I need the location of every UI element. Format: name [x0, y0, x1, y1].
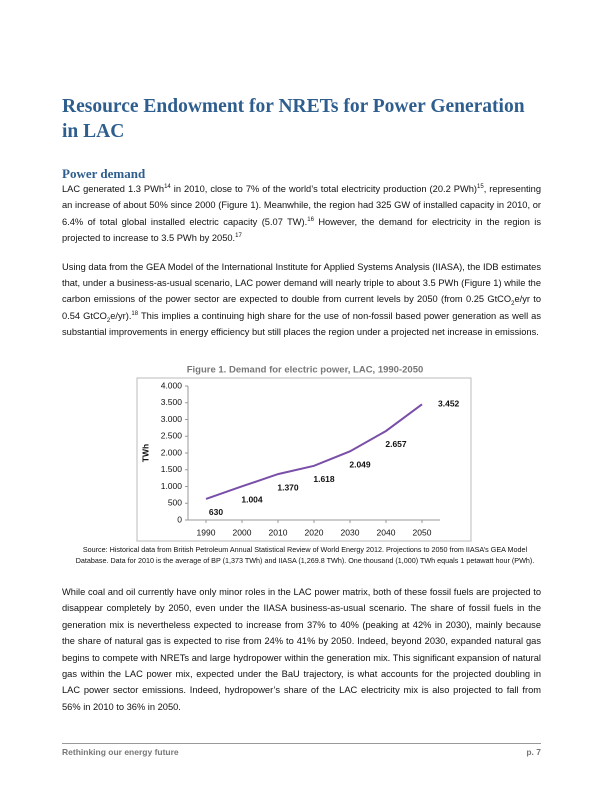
- text-run: in 2010, close to 7% of the world’s tota…: [170, 184, 478, 194]
- text-run: This implies a continuing high share for…: [62, 310, 541, 338]
- paragraph: Using data from the GEA Model of the Int…: [62, 259, 541, 341]
- text-run: e/yr to 0.54 GtCO: [62, 294, 541, 321]
- footnote-mark: 14: [164, 183, 171, 190]
- body-text: While coal and oil currently have only m…: [62, 584, 541, 727]
- y-tick-label: 2.500: [161, 431, 183, 441]
- footer-rule: [62, 743, 541, 744]
- footnote-mark: 2: [106, 317, 111, 324]
- y-tick-label: 1.500: [161, 464, 183, 474]
- footnote-mark: 2: [511, 301, 515, 308]
- data-line: [205, 403, 423, 500]
- x-tick-label: 2050: [413, 527, 432, 537]
- chart-title: Figure 1. Demand for electric power, LAC…: [187, 365, 424, 376]
- x-tick-label: 2030: [341, 527, 360, 537]
- y-tick-label: 1.000: [161, 481, 183, 491]
- footnote-mark: 17: [235, 233, 242, 240]
- data-label: 1.004: [241, 495, 263, 505]
- text-run: While coal and oil currently have only m…: [62, 587, 541, 712]
- y-tick-label: 3.000: [161, 414, 183, 424]
- x-tick-label: 1990: [197, 527, 216, 537]
- x-tick-label: 2040: [377, 527, 396, 537]
- section-heading: Power demand: [62, 166, 146, 181]
- figure-source: Source: Historical data from British Pet…: [75, 545, 535, 565]
- data-label: 2.049: [349, 460, 371, 470]
- paragraph: LAC generated 1.3 PWh14 in 2010, close t…: [62, 181, 541, 247]
- paragraph: While coal and oil currently have only m…: [62, 584, 541, 715]
- y-tick-label: 4.000: [161, 380, 183, 390]
- data-label: 1.618: [313, 474, 335, 484]
- y-tick-label: 500: [168, 498, 182, 508]
- y-tick-label: 3.500: [161, 397, 183, 407]
- chart-frame: [136, 377, 472, 542]
- data-label: 630: [209, 507, 223, 517]
- footnote-mark: 18: [131, 310, 139, 317]
- data-label: 2.657: [385, 439, 407, 449]
- y-axis-label: TWh: [140, 444, 150, 462]
- x-tick-label: 2020: [305, 527, 324, 537]
- chart: Figure 1. Demand for electric power, LAC…: [136, 365, 472, 542]
- footer-left: Rethinking our energy future: [62, 747, 179, 757]
- text-run: However, the demand for electricity in t…: [62, 216, 541, 244]
- text-run: Using data from the GEA Model of the Int…: [62, 261, 541, 305]
- page-number: p. 7: [526, 747, 541, 757]
- text-run: e/yr).: [110, 310, 132, 321]
- text-run: , representing an increase of about 50% …: [62, 184, 541, 227]
- data-label: 1.370: [277, 482, 299, 492]
- x-tick-label: 2010: [269, 527, 288, 537]
- y-tick-label: 0: [177, 514, 182, 524]
- y-tick-label: 2.000: [161, 447, 183, 457]
- footnote-mark: 15: [477, 183, 484, 190]
- data-label: 3.452: [438, 399, 460, 409]
- text-run: LAC generated 1.3 PWh: [62, 184, 165, 194]
- body-text: LAC generated 1.3 PWh14 in 2010, close t…: [62, 181, 541, 353]
- page-title: Resource Endowment for NRETs for Power G…: [62, 96, 525, 142]
- footnote-mark: 16: [307, 216, 314, 223]
- x-tick-label: 2000: [233, 527, 252, 537]
